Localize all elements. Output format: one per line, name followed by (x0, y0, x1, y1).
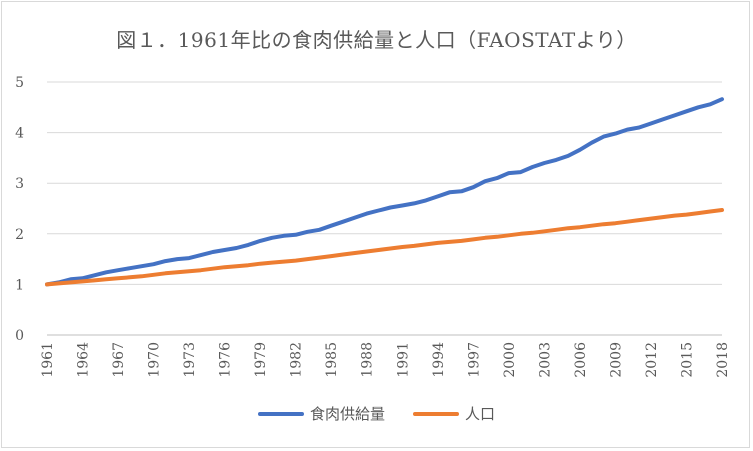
x-tick-label: 1973 (182, 342, 198, 378)
x-tick-label: 2000 (502, 342, 518, 378)
x-tick-label: 1982 (289, 342, 305, 378)
x-tick-label: 2009 (608, 342, 624, 378)
x-tick-label: 1964 (76, 342, 92, 378)
y-tick-label: 2 (15, 227, 24, 243)
legend-item-population: 人口 (413, 403, 495, 424)
legend-label-meat-supply: 食肉供給量 (309, 405, 385, 423)
x-tick-label: 2018 (715, 342, 731, 378)
y-tick-label: 1 (15, 277, 24, 293)
legend-label-population: 人口 (465, 405, 496, 423)
x-tick-label: 1976 (218, 342, 234, 378)
x-tick-label: 2015 (679, 342, 695, 378)
x-tick-label: 1967 (111, 342, 127, 378)
x-tick-label: 2003 (537, 342, 553, 378)
series-lines (45, 97, 724, 287)
gridlines (47, 81, 722, 336)
x-tick-label: 1979 (253, 342, 269, 378)
x-tick-label: 1991 (395, 342, 411, 378)
legend-swatch-meat-supply (257, 411, 304, 416)
y-tick-label: 5 (15, 75, 24, 91)
y-tick-label: 3 (15, 176, 24, 192)
legend: 食肉供給量 人口 (0, 403, 753, 424)
chart-title: 図１．1961年比の食肉供給量と人口（FAOSTATより） (116, 28, 637, 52)
x-tick-label: 1970 (147, 342, 163, 378)
legend-swatch-population (413, 411, 459, 416)
x-axis-ticks: 1961 1964 1967 1970 1973 1976 1979 1982 1985 1988… (40, 342, 731, 378)
x-tick-label: 1997 (466, 342, 482, 378)
x-tick-label: 2012 (644, 342, 660, 378)
x-tick-label: 1961 (40, 342, 56, 378)
x-tick-label: 2006 (573, 342, 589, 378)
series-line-meat-supply (45, 97, 724, 287)
series-line-population (45, 208, 724, 287)
y-tick-label: 4 (15, 126, 24, 142)
x-tick-label: 1985 (324, 342, 340, 378)
x-tick-label: 1994 (431, 342, 447, 378)
legend-item-meat-supply: 食肉供給量 (257, 403, 385, 424)
y-axis-ticks: 0 1 2 3 4 5 (15, 75, 24, 344)
y-tick-label: 0 (15, 328, 24, 344)
x-tick-label: 1988 (360, 342, 376, 378)
